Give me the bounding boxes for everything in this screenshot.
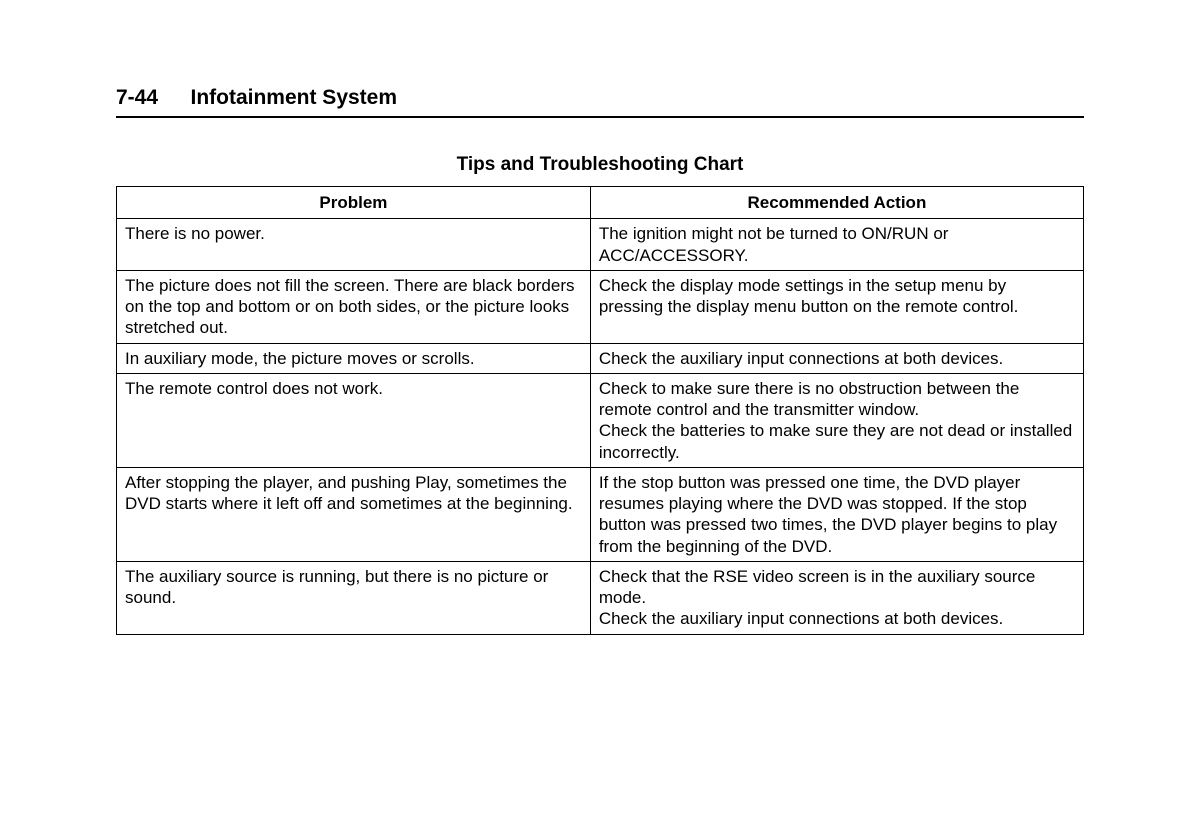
action-cell: Check the display mode settings in the s… (590, 270, 1083, 343)
table-header-row: Problem Recommended Action (117, 187, 1084, 219)
column-header-action: Recommended Action (590, 187, 1083, 219)
problem-cell: After stopping the player, and pushing P… (117, 467, 591, 561)
chart-title: Tips and Troubleshooting Chart (116, 154, 1084, 176)
troubleshooting-table: Problem Recommended Action There is no p… (116, 186, 1084, 635)
table-row: In auxiliary mode, the picture moves or … (117, 343, 1084, 373)
problem-cell: The auxiliary source is running, but the… (117, 561, 591, 634)
table-row: There is no power. The ignition might no… (117, 219, 1084, 271)
problem-cell: There is no power. (117, 219, 591, 271)
table-row: The remote control does not work. Check … (117, 373, 1084, 467)
action-cell: Check to make sure there is no obstructi… (590, 373, 1083, 467)
section-title: Infotainment System (190, 86, 397, 109)
problem-cell: The picture does not fill the screen. Th… (117, 270, 591, 343)
page-number: 7-44 (116, 86, 158, 109)
column-header-problem: Problem (117, 187, 591, 219)
problem-cell: The remote control does not work. (117, 373, 591, 467)
page-header: 7-44 Infotainment System (116, 86, 1084, 118)
table-row: After stopping the player, and pushing P… (117, 467, 1084, 561)
action-cell: If the stop button was pressed one time,… (590, 467, 1083, 561)
action-cell: Check that the RSE video screen is in th… (590, 561, 1083, 634)
table-row: The picture does not fill the screen. Th… (117, 270, 1084, 343)
problem-cell: In auxiliary mode, the picture moves or … (117, 343, 591, 373)
action-cell: The ignition might not be turned to ON/R… (590, 219, 1083, 271)
action-cell: Check the auxiliary input connections at… (590, 343, 1083, 373)
table-row: The auxiliary source is running, but the… (117, 561, 1084, 634)
